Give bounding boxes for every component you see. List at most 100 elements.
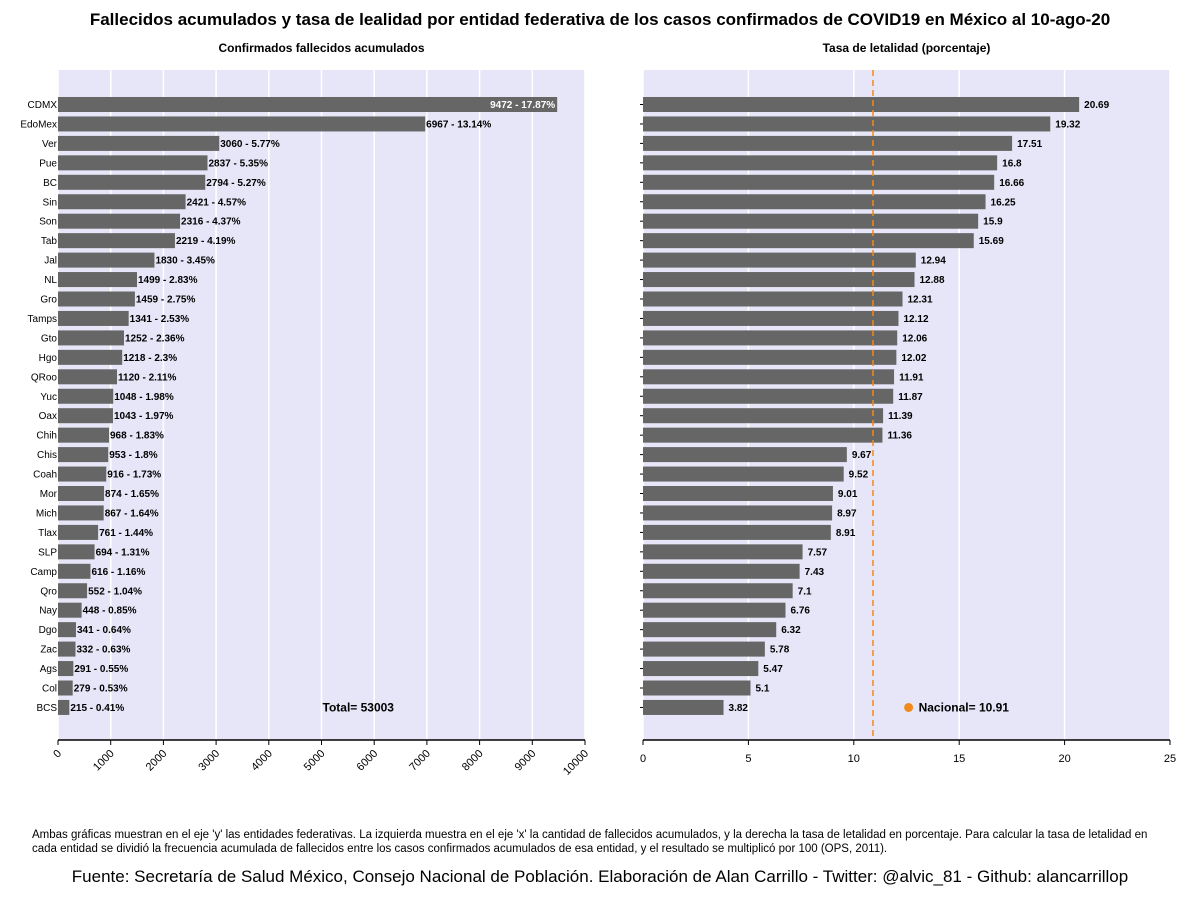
category-label: Col xyxy=(42,684,57,695)
deaths-data-label: 215 - 0.41% xyxy=(70,703,124,714)
deaths-data-label: 761 - 1.44% xyxy=(99,528,153,539)
lethality-bar xyxy=(643,563,800,579)
lethality-bar xyxy=(643,213,979,229)
category-label: EdoMex xyxy=(20,119,57,130)
deaths-bar xyxy=(58,388,114,404)
lethality-x-tick-label: 25 xyxy=(1164,753,1176,765)
lethality-data-label: 5.78 xyxy=(770,645,790,656)
footnote: Ambas gráficas muestran en el eje 'y' la… xyxy=(32,829,1148,855)
category-label: Zac xyxy=(40,645,57,656)
deaths-bar xyxy=(58,233,175,249)
lethality-bar xyxy=(643,233,974,249)
lethality-data-label: 9.52 xyxy=(849,470,869,481)
lethality-bar xyxy=(643,135,1013,151)
lethality-data-label: 19.32 xyxy=(1055,119,1080,130)
deaths-bar xyxy=(58,699,70,715)
lethality-bar xyxy=(643,194,986,210)
lethality-data-label: 15.9 xyxy=(983,217,1003,228)
deaths-bar xyxy=(58,369,118,385)
category-label: Ver xyxy=(42,139,58,150)
deaths-data-label: 6967 - 13.14% xyxy=(426,119,491,130)
lethality-bar xyxy=(643,330,898,346)
category-label: Oax xyxy=(39,411,57,422)
deaths-bar xyxy=(58,174,206,190)
lethality-data-label: 8.91 xyxy=(836,528,856,539)
deaths-data-label: 874 - 1.65% xyxy=(105,489,159,500)
deaths-bar xyxy=(58,272,137,288)
lethality-bar xyxy=(643,544,803,560)
deaths-data-label: 694 - 1.31% xyxy=(96,547,150,558)
lethality-data-label: 6.32 xyxy=(781,625,801,636)
lethality-x-tick-label: 10 xyxy=(848,753,860,765)
lethality-bar xyxy=(643,505,833,521)
deaths-data-label: 2794 - 5.27% xyxy=(206,178,266,189)
category-label: SLP xyxy=(38,547,57,558)
lethality-bar xyxy=(643,680,751,696)
deaths-bar xyxy=(58,505,104,521)
lethality-data-label: 8.97 xyxy=(837,508,857,519)
deaths-bar xyxy=(58,641,76,657)
lethality-panel: Tasa de letalidad (porcentaje) 20.69 19.32… xyxy=(640,41,1176,765)
lethality-data-label: 11.39 xyxy=(888,411,913,422)
lethality-data-label: 11.91 xyxy=(899,372,924,383)
lethality-data-label: 5.1 xyxy=(756,684,770,695)
lethality-data-label: 9.67 xyxy=(852,450,872,461)
category-label: Gto xyxy=(41,333,58,344)
lethality-data-label: 7.43 xyxy=(805,567,825,578)
deaths-data-label: 1048 - 1.98% xyxy=(114,392,174,403)
category-label: Coah xyxy=(33,470,57,481)
deaths-bar xyxy=(58,408,113,424)
deaths-panel: Confirmados fallecidos acumulados CDMX 947… xyxy=(20,41,591,778)
lethality-data-label: 16.66 xyxy=(999,178,1024,189)
deaths-bar xyxy=(58,291,135,307)
deaths-bar xyxy=(58,427,110,443)
deaths-bar xyxy=(58,583,88,599)
deaths-data-label: 279 - 0.53% xyxy=(74,684,128,695)
deaths-bar xyxy=(58,97,558,112)
lethality-data-label: 11.87 xyxy=(898,392,923,403)
category-label: Camp xyxy=(30,567,57,578)
deaths-bar xyxy=(58,310,129,326)
source-credit: Fuente: Secretaría de Salud México, Cons… xyxy=(71,867,1129,886)
deaths-data-label: 341 - 0.64% xyxy=(77,625,131,636)
lethality-data-label: 17.51 xyxy=(1017,139,1042,150)
deaths-data-label: 968 - 1.83% xyxy=(110,431,164,442)
category-label: Tlax xyxy=(38,528,57,539)
lethality-bar xyxy=(643,97,1080,112)
deaths-data-label: 332 - 0.63% xyxy=(76,645,130,656)
lethality-x-tick-label: 5 xyxy=(745,753,751,765)
deaths-bar xyxy=(58,194,186,210)
category-label: Qro xyxy=(40,586,57,597)
deaths-data-label: 616 - 1.16% xyxy=(91,567,145,578)
lethality-bar xyxy=(643,291,903,307)
category-label: Son xyxy=(39,217,57,228)
lethality-bar xyxy=(643,641,765,657)
deaths-x-tick-label: 10000 xyxy=(561,748,591,778)
category-label: Dgo xyxy=(39,625,58,636)
total-annotation: Total= 53003 xyxy=(323,700,395,714)
deaths-bar xyxy=(58,135,220,151)
category-label: CDMX xyxy=(28,100,58,111)
deaths-data-label: 552 - 1.04% xyxy=(88,586,142,597)
deaths-data-label: 1120 - 2.11% xyxy=(118,372,176,383)
lethality-data-label: 16.8 xyxy=(1002,158,1022,169)
deaths-bar xyxy=(58,330,124,346)
lethality-bar xyxy=(643,155,998,171)
lethality-data-label: 15.69 xyxy=(979,236,1004,247)
category-label: NL xyxy=(44,275,57,286)
lethality-x-tick-label: 15 xyxy=(953,753,965,765)
lethality-bar xyxy=(643,349,897,365)
lethality-plot-background xyxy=(643,70,1170,740)
category-label: Tamps xyxy=(28,314,57,325)
lethality-bar xyxy=(643,622,777,638)
lethality-x-tick-label: 0 xyxy=(640,753,646,765)
lethality-data-label: 12.88 xyxy=(920,275,945,286)
lethality-bar xyxy=(643,310,899,326)
deaths-data-label: 1218 - 2.3% xyxy=(123,353,177,364)
deaths-bar xyxy=(58,544,95,560)
lethality-x-tick-label: 20 xyxy=(1058,753,1070,765)
deaths-bar xyxy=(58,466,107,482)
category-label: Gro xyxy=(40,295,57,306)
deaths-bar xyxy=(58,155,208,171)
deaths-bar xyxy=(58,661,74,677)
